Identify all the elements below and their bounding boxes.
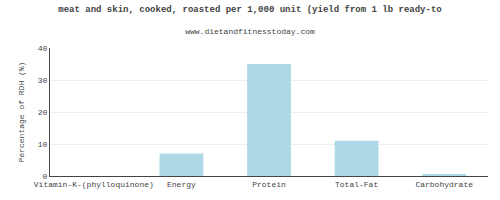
svg-text:20: 20 [38, 108, 48, 117]
svg-text:Vitamin-K-(phylloquinone): Vitamin-K-(phylloquinone) [34, 180, 154, 189]
svg-text:Protein: Protein [252, 180, 286, 189]
svg-text:www.dietandfitnesstoday.com: www.dietandfitnesstoday.com [185, 27, 315, 36]
svg-text:30: 30 [38, 76, 48, 85]
svg-text:meat and skin, cooked, roasted: meat and skin, cooked, roasted per 1,000… [58, 5, 441, 15]
svg-text:Percentage of RDH (%): Percentage of RDH (%) [17, 62, 26, 163]
svg-text:10: 10 [38, 140, 48, 149]
svg-text:Energy: Energy [167, 180, 196, 189]
svg-text:0: 0 [43, 172, 48, 181]
svg-text:Carbohydrate: Carbohydrate [415, 180, 473, 189]
svg-text:40: 40 [38, 44, 48, 53]
svg-text:Total-Fat: Total-Fat [335, 180, 378, 189]
